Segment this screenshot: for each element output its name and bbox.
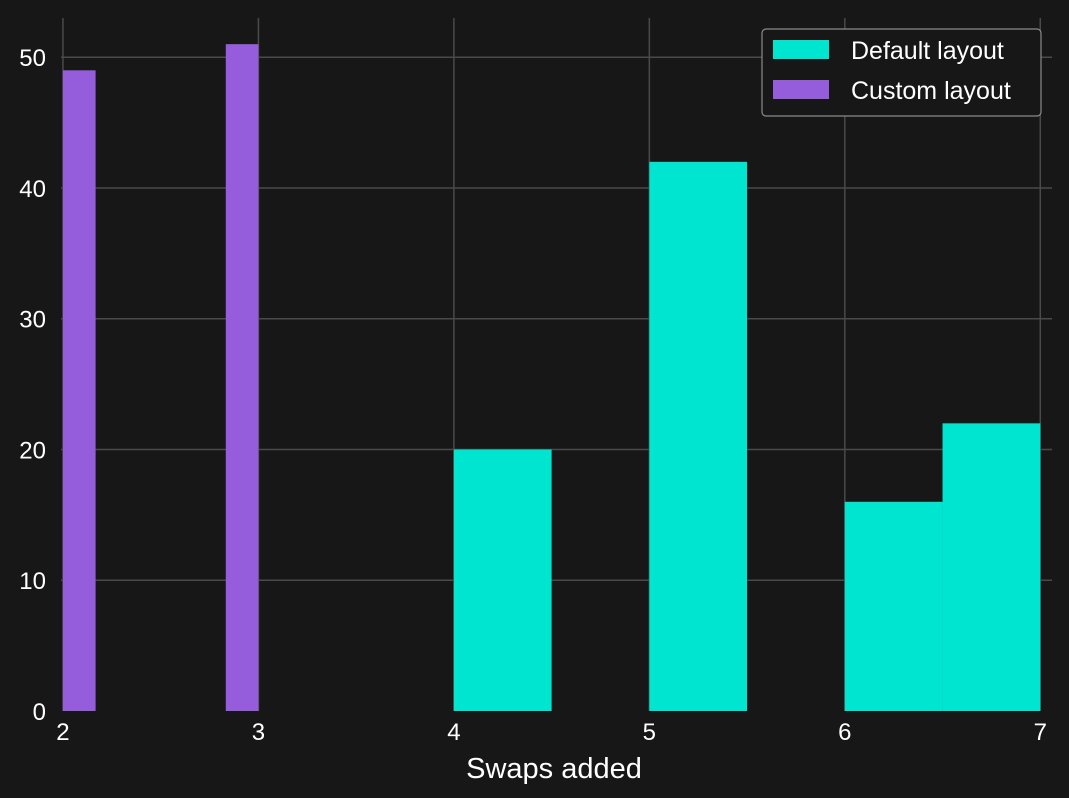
y-tick-label: 50 [19,45,46,72]
y-tick-label: 30 [19,307,46,334]
legend-label-custom-layout: Custom layout [851,77,1011,105]
x-tick-label: 4 [447,719,460,746]
legend-label-default-layout: Default layout [851,37,1004,65]
legend-swatch-custom-layout [773,80,829,99]
bar-custom-layout [226,44,259,711]
x-tick-label: 6 [838,719,851,746]
y-tick-label: 0 [33,699,46,726]
x-tick-label: 3 [252,719,265,746]
bar-default-layout [649,162,747,711]
x-tick-label: 7 [1034,719,1047,746]
bar-default-layout [845,502,943,711]
legend-swatch-default-layout [773,40,829,59]
legend: Default layout Custom layout [762,29,1041,116]
y-tick-label: 20 [19,437,46,464]
x-tick-label: 2 [56,719,69,746]
x-axis-title: Swaps added [466,753,642,785]
x-tick-label: 5 [643,719,656,746]
y-tick-label: 40 [19,176,46,203]
bar-custom-layout [63,70,96,711]
y-tick-label: 10 [19,568,46,595]
bar-default-layout [943,423,1041,711]
bar-default-layout [454,449,552,711]
